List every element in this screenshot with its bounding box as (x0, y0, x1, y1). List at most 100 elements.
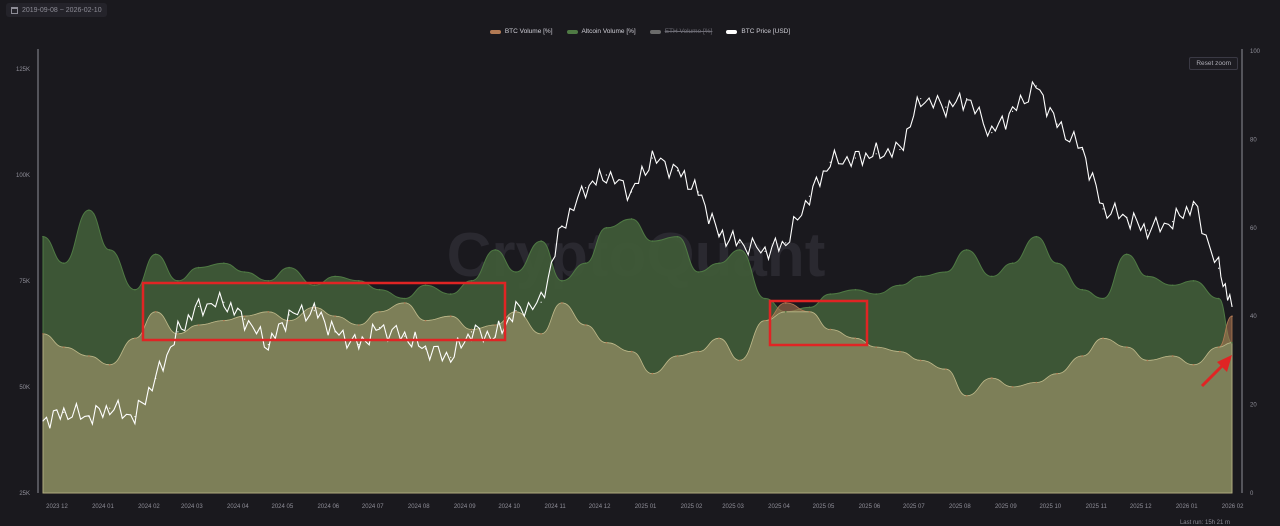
date-range-selector[interactable]: 2019-09-08 ~ 2026-02-10 (6, 3, 107, 17)
btc-volume-point (88, 355, 90, 357)
btc-volume-point (764, 319, 766, 322)
altcoin-volume-point (1146, 275, 1149, 278)
btc-volume-point (676, 355, 679, 357)
btc-price-point (920, 98, 922, 100)
btc-price-point (676, 170, 679, 172)
y-right-tick-label: 80 (1250, 137, 1257, 143)
btc-price-point (155, 377, 157, 380)
btc-volume-point (1192, 364, 1195, 366)
annotation-arrow-shaft (1200, 362, 1226, 388)
btc-price-point (177, 331, 179, 333)
altcoin-volume-point (875, 293, 877, 295)
btc-price-point (1035, 85, 1037, 87)
annotation-box-2025 (768, 299, 869, 347)
altcoin-volume-point (1217, 297, 1220, 300)
legend-item[interactable]: BTC Price [USD] (726, 28, 790, 35)
btc-price-point (899, 148, 901, 151)
legend-swatch (726, 29, 738, 34)
altcoin-volume-point (651, 240, 654, 242)
altcoin-volume-point (945, 271, 947, 273)
altcoin-volume-point (378, 288, 381, 291)
legend-item[interactable]: BTC Volume [%] (489, 28, 553, 35)
x-tick-label: 2025 10 (1039, 504, 1061, 510)
altcoin-volume-point (88, 209, 90, 211)
btc-price-point (1192, 204, 1195, 206)
btc-price-point (109, 407, 111, 409)
y-left-tick-label: 125K (16, 67, 30, 73)
x-tick-label: 2023 12 (46, 504, 68, 510)
btc-volume-point (378, 310, 381, 313)
btc-price-point (697, 191, 699, 193)
btc-volume-point (738, 359, 741, 362)
btc-volume-point (1035, 381, 1038, 384)
btc-volume-point (1217, 346, 1220, 348)
legend-label: ETH Volume [%] (664, 28, 713, 35)
legend-label: BTC Price [USD] (741, 28, 791, 35)
y-right-tick-label: 40 (1250, 314, 1257, 320)
btc-volume-point (899, 350, 901, 353)
y-left-tick-label: 50K (19, 385, 30, 391)
altcoin-volume-point (784, 310, 787, 313)
altcoin-volume-point (424, 284, 427, 287)
altcoin-volume-point (808, 306, 811, 309)
date-range-label: 2019-09-08 ~ 2026-02-10 (22, 6, 102, 14)
btc-volume-point (1056, 372, 1058, 375)
altcoin-volume-point (1231, 341, 1233, 344)
btc-price-point (808, 195, 811, 197)
legend-item[interactable]: Altcoin Volume [%] (566, 28, 636, 35)
btc-price-point (198, 305, 200, 308)
btc-price-point (605, 174, 607, 176)
altcoin-volume-point (1056, 262, 1058, 264)
x-tick-label: 2025 04 (768, 504, 790, 510)
altcoin-volume-point (676, 235, 679, 238)
legend-item[interactable]: ETH Volume [%] (649, 28, 713, 35)
btc-volume-point (561, 302, 563, 304)
legend-label: BTC Volume [%] (504, 28, 553, 35)
last-run-label: Last run: 15h 21 m (1179, 520, 1230, 526)
btc-volume-point (697, 350, 700, 353)
reset-zoom-button[interactable]: Reset zoom (1189, 57, 1238, 70)
btc-price-point (313, 310, 315, 312)
btc-volume-point (243, 315, 246, 318)
btc-price-point (494, 335, 496, 337)
btc-price-point (1081, 148, 1083, 151)
x-tick-label: 2024 01 (92, 504, 114, 510)
btc-price-point (1102, 208, 1104, 210)
btc-price-point (404, 335, 406, 337)
btc-volume-point (540, 333, 542, 335)
btc-volume-point (1146, 359, 1149, 362)
x-tick-label: 2024 03 (181, 504, 203, 510)
altcoin-volume-point (1081, 288, 1084, 291)
altcoin-volume-point (494, 249, 496, 251)
x-tick-label: 2024 07 (362, 504, 384, 510)
btc-volume-point (515, 310, 517, 313)
x-tick-label: 2024 08 (408, 504, 430, 510)
x-tick-label: 2026 01 (1176, 504, 1198, 510)
annotation-arrow-head (1217, 355, 1232, 372)
altcoin-volume-point (584, 262, 587, 264)
altcoin-volume-point (540, 240, 542, 242)
btc-price-point (785, 242, 787, 244)
btc-price-point (223, 301, 225, 303)
btc-volume-point (108, 364, 111, 366)
btc-price-point (651, 157, 653, 159)
x-tick-label: 2026 02 (1222, 504, 1244, 510)
altcoin-volume-point (829, 293, 832, 295)
btc-volume-point (334, 315, 336, 318)
btc-volume-point (223, 319, 225, 322)
btc-price-point (1231, 305, 1233, 308)
altcoin-volume-point (854, 288, 857, 291)
btc-volume-point (494, 324, 496, 326)
btc-volume-point (424, 319, 427, 322)
btc-volume-point (42, 333, 44, 335)
btc-volume-point (605, 341, 608, 344)
chart-legend: BTC Volume [%] Altcoin Volume [%] ETH Volu… (0, 28, 1280, 35)
btc-price-point (515, 310, 517, 312)
btc-volume-point (1171, 355, 1174, 357)
x-tick-label: 2025 12 (1130, 504, 1152, 510)
x-tick-label: 2025 05 (813, 504, 835, 510)
btc-volume-point (177, 333, 179, 335)
altcoin-volume-point (1171, 284, 1174, 287)
btc-volume-point (854, 337, 857, 340)
btc-price-point (88, 416, 90, 418)
